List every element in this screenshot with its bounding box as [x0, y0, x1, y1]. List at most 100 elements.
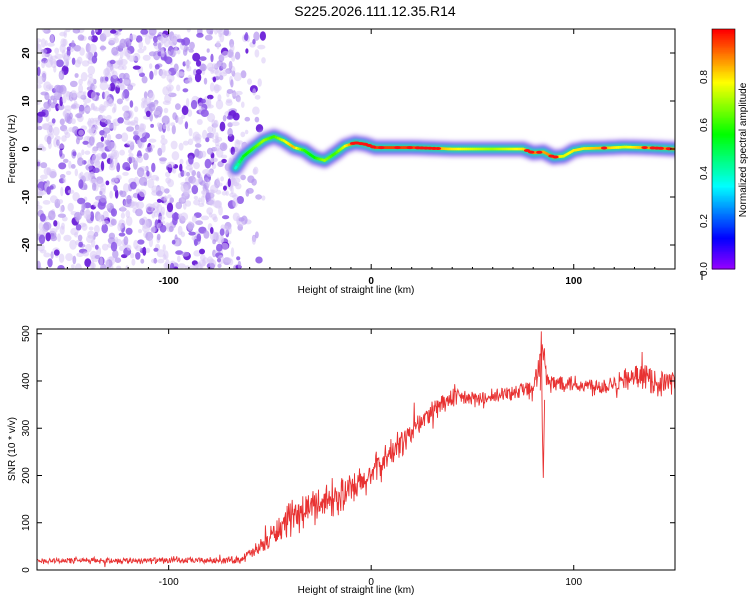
colorbar-swatch — [712, 97, 735, 100]
noise-dot — [142, 54, 151, 61]
noise-dot — [69, 80, 78, 88]
noise-dot — [64, 67, 69, 72]
colorbar-swatch — [712, 235, 735, 238]
colorbar-swatch — [712, 59, 735, 62]
colorbar-swatch — [712, 145, 735, 148]
noise-dot — [60, 186, 64, 197]
colorbar-swatch — [712, 167, 735, 170]
noise-dot — [232, 112, 240, 121]
colorbar-swatch — [712, 41, 735, 44]
noise-dot — [165, 34, 170, 42]
noise-dot — [244, 129, 249, 135]
noise-dot — [37, 205, 43, 210]
ridge-peak — [657, 146, 664, 150]
noise-dot — [133, 116, 139, 124]
noise-dot — [181, 195, 186, 202]
colorbar-swatch — [712, 229, 735, 232]
ridge-peak — [641, 146, 648, 150]
colorbar-frame — [711, 28, 736, 270]
noise-dot — [47, 42, 55, 47]
colorbar-swatch — [712, 169, 735, 172]
x-tick-label: 0 — [368, 577, 374, 588]
noise-dot — [153, 68, 158, 76]
noise-dot — [82, 251, 89, 257]
noise-dot — [74, 211, 82, 221]
noise-dot — [106, 140, 112, 150]
noise-dot — [97, 200, 106, 210]
colorbar-swatch — [712, 183, 735, 186]
colorbar-swatch — [712, 143, 735, 146]
noise-dot — [45, 232, 51, 242]
noise-dot — [105, 204, 111, 209]
noise-dot — [37, 38, 42, 43]
noise-dot — [37, 260, 41, 269]
noise-dot — [140, 29, 149, 35]
noise-dot — [161, 115, 170, 125]
colorbar-swatch — [712, 127, 735, 130]
colorbar-swatch — [712, 81, 735, 84]
noise-dot — [143, 97, 152, 106]
colorbar-swatch — [712, 185, 735, 188]
noise-dot — [37, 43, 42, 53]
colorbar-swatch — [712, 43, 735, 46]
noise-dot — [160, 220, 166, 225]
noise-dot — [137, 155, 144, 163]
noise-dot — [88, 226, 94, 231]
noise-dot — [59, 43, 66, 54]
noise-dot — [138, 189, 147, 198]
noise-dot — [219, 75, 224, 81]
noise-dot — [236, 196, 244, 204]
noise-dot — [180, 169, 185, 177]
noise-dot — [126, 244, 132, 251]
noise-dot — [204, 34, 213, 41]
noise-dot — [132, 65, 141, 70]
noise-dot — [50, 235, 58, 242]
noise-dot — [87, 117, 92, 128]
noise-dot — [37, 100, 41, 105]
noise-dot — [49, 185, 54, 190]
colorbar-swatch — [712, 73, 735, 76]
noise-dot — [241, 101, 245, 108]
noise-dot — [216, 182, 223, 187]
noise-dot — [195, 60, 202, 67]
ridge-peak — [536, 150, 543, 154]
colorbar-swatch — [712, 31, 735, 34]
noise-dot — [222, 115, 227, 122]
noise-dot — [101, 243, 109, 251]
colorbar-swatch — [712, 227, 735, 230]
noise-dot — [131, 258, 136, 266]
noise-dot — [205, 192, 212, 202]
noise-dot — [247, 175, 255, 183]
noise-dot — [62, 110, 68, 118]
noise-dot — [145, 146, 153, 153]
noise-dot — [84, 150, 91, 155]
noise-dot — [252, 38, 256, 45]
colorbar-swatch — [712, 159, 735, 162]
noise-dot — [110, 155, 115, 160]
noise-dot — [230, 146, 236, 155]
noise-dot — [100, 160, 105, 171]
noise-dot — [189, 41, 195, 50]
noise-dot — [199, 263, 204, 269]
noise-dot — [200, 215, 210, 221]
snr-series — [37, 331, 675, 568]
noise-dot — [186, 65, 192, 72]
noise-dot — [118, 219, 126, 229]
noise-dot — [184, 121, 189, 130]
noise-dot — [255, 194, 262, 200]
colorbar-swatch — [712, 205, 735, 208]
noise-dot — [193, 238, 198, 247]
noise-dot — [75, 224, 82, 231]
noise-dot — [213, 83, 220, 94]
noise-dot — [168, 225, 174, 232]
noise-dot — [216, 40, 221, 47]
noise-dot — [209, 82, 215, 92]
colorbar-swatch — [712, 71, 735, 74]
noise-dot — [110, 208, 117, 217]
noise-dot — [201, 190, 206, 195]
noise-dot — [132, 52, 141, 62]
colorbar-swatch — [712, 121, 735, 124]
noise-dot — [193, 162, 200, 170]
noise-dot — [57, 199, 64, 204]
noise-dot — [223, 257, 232, 263]
